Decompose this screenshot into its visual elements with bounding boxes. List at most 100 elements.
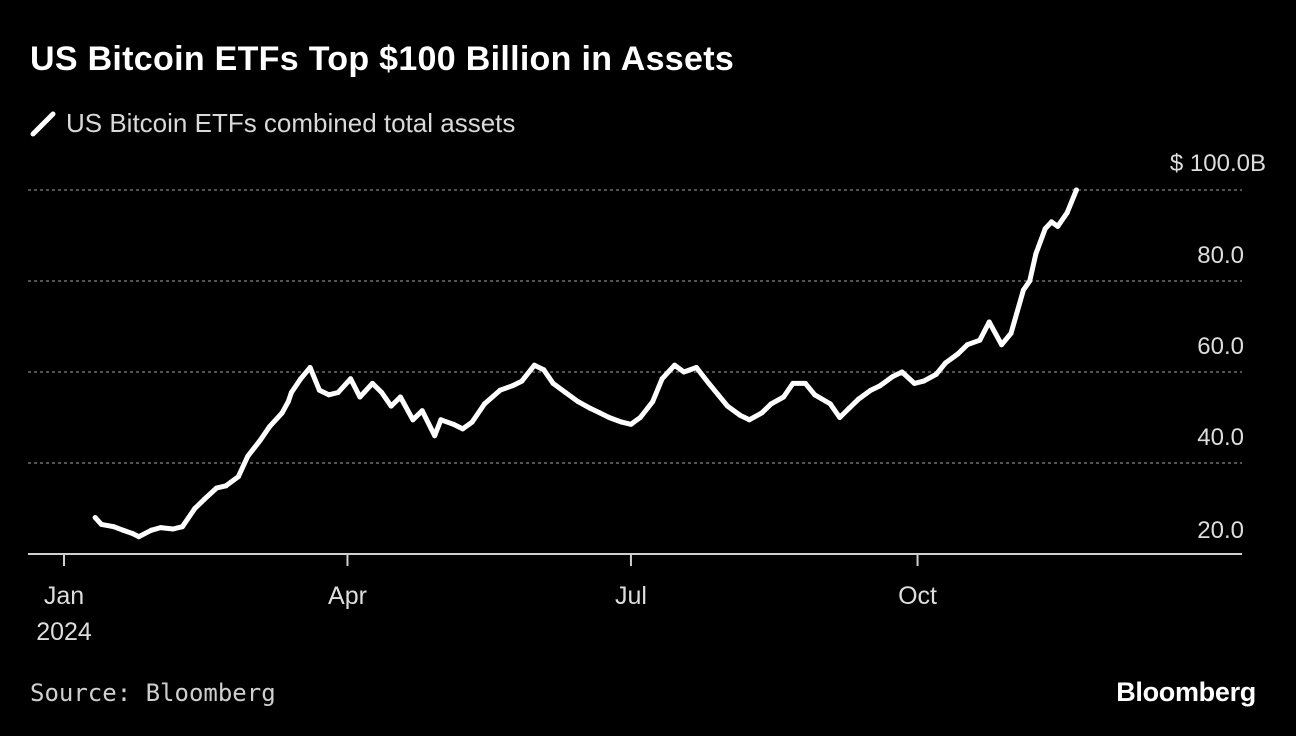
data-point <box>1008 330 1014 336</box>
data-point <box>279 410 285 416</box>
chart-title: US Bitcoin ETFs Top $100 Billion in Asse… <box>30 40 735 78</box>
data-point <box>781 394 787 400</box>
data-point <box>619 419 625 425</box>
x-tick-label-apr: Apr <box>328 582 367 610</box>
data-point <box>148 527 154 533</box>
data-point <box>911 380 917 386</box>
data-point <box>628 421 634 427</box>
data-point <box>737 412 743 418</box>
x-tick-sublabel-year: 2024 <box>36 618 92 646</box>
data-point <box>827 401 833 407</box>
chart-area: 20.0 40.0 60.0 80.0 $ 100.0B Jan 2024 Apr Jul Oc… <box>28 150 1266 646</box>
data-point <box>267 424 273 430</box>
data-point <box>659 376 665 382</box>
data-point <box>257 437 263 443</box>
data-point <box>890 374 896 380</box>
data-point <box>681 369 687 375</box>
data-point <box>790 380 796 386</box>
data-point <box>307 365 313 370</box>
y-tick-label-60: 60.0 <box>1197 333 1244 360</box>
data-point <box>1033 251 1039 257</box>
data-point <box>637 415 643 420</box>
data-point <box>759 410 765 416</box>
series <box>92 187 1079 540</box>
data-point <box>120 527 126 533</box>
x-tick-label-oct: Oct <box>898 582 937 610</box>
data-point <box>519 378 525 384</box>
data-point <box>450 421 456 427</box>
data-point <box>715 392 721 398</box>
data-point <box>943 360 949 366</box>
bloomberg-logo: Bloomberg <box>1116 677 1256 707</box>
data-point <box>1073 187 1079 193</box>
data-point <box>650 399 656 405</box>
data-point <box>725 403 730 409</box>
data-point <box>877 383 883 389</box>
gridlines <box>28 189 1242 555</box>
data-point <box>672 362 678 368</box>
x-tick-label-jul: Jul <box>615 582 647 610</box>
data-point <box>606 415 612 420</box>
data-point <box>1064 210 1070 216</box>
data-point <box>597 410 603 416</box>
data-point <box>1049 219 1054 225</box>
data-point <box>288 390 294 395</box>
data-point <box>98 521 104 527</box>
legend-line-icon <box>30 111 56 136</box>
data-point <box>706 380 712 386</box>
y-tick-label-20: 20.0 <box>1197 517 1244 544</box>
data-point <box>235 474 241 480</box>
x-axis-ticks: Jan 2024 Apr Jul Oct <box>36 554 937 646</box>
data-point <box>192 506 198 511</box>
data-point <box>369 380 375 386</box>
y-tick-label-100: $ 100.0B <box>1170 150 1266 177</box>
data-point <box>921 378 927 384</box>
data-point <box>397 394 403 400</box>
data-point <box>469 419 475 425</box>
data-point <box>1042 226 1048 232</box>
data-point <box>223 483 229 489</box>
data-point <box>510 383 516 389</box>
data-point <box>136 534 142 540</box>
data-point <box>92 515 98 521</box>
data-point <box>316 387 322 393</box>
data-point <box>964 342 970 348</box>
data-point <box>130 531 135 536</box>
data-point <box>497 387 503 393</box>
data-point <box>986 319 992 325</box>
data-point <box>335 390 341 395</box>
data-point <box>999 342 1005 348</box>
data-point <box>802 380 808 386</box>
legend: US Bitcoin ETFs combined total assets <box>30 108 515 139</box>
data-point <box>531 362 537 368</box>
y-tick-label-40: 40.0 <box>1197 424 1244 451</box>
data-point <box>285 399 291 405</box>
data-point <box>746 417 752 423</box>
y-tick-label-80: 80.0 <box>1197 242 1244 269</box>
data-point <box>214 485 220 491</box>
data-point <box>550 380 556 386</box>
data-point <box>245 453 251 459</box>
data-point <box>1027 278 1033 284</box>
data-point <box>460 426 466 432</box>
data-point <box>977 337 983 343</box>
data-point <box>379 390 385 395</box>
source-note: Source: Bloomberg <box>30 679 276 707</box>
data-point <box>837 415 843 420</box>
data-point <box>438 417 444 423</box>
data-point <box>170 526 176 532</box>
data-point <box>693 365 699 370</box>
y-axis-ticks: 20.0 40.0 60.0 80.0 $ 100.0B <box>1170 150 1266 544</box>
x-tick-label-jan: Jan <box>44 582 84 610</box>
data-point <box>575 399 581 405</box>
data-point <box>410 417 416 423</box>
data-point <box>1020 287 1026 293</box>
data-point <box>563 390 568 395</box>
data-point <box>432 433 438 439</box>
data-point <box>326 392 332 398</box>
data-point <box>111 524 117 530</box>
data-point <box>158 525 164 531</box>
data-point <box>179 524 185 530</box>
data-point <box>768 401 774 407</box>
data-point <box>955 351 961 357</box>
